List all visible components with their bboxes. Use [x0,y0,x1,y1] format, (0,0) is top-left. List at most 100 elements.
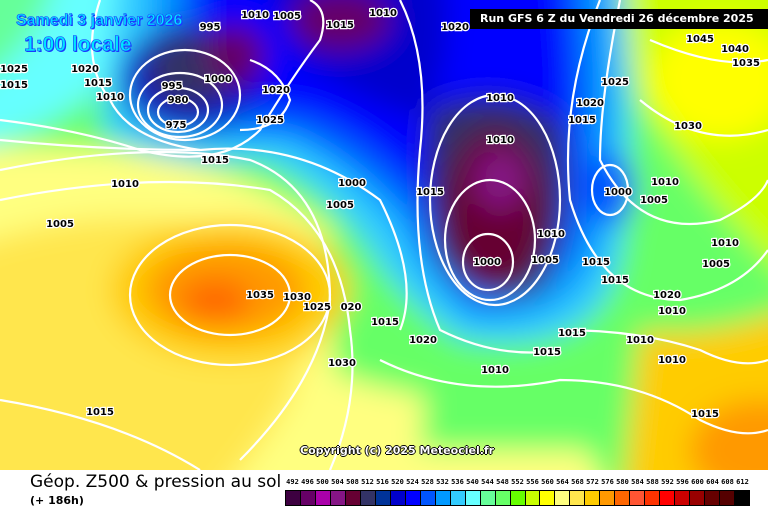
pressure-label: 1035 [732,58,760,69]
scale-swatch [375,491,391,505]
pressure-label: 1010 [658,306,686,317]
scale-swatch [645,491,661,505]
scale-swatch [540,491,556,505]
scale-swatch [525,491,541,505]
scale-label: 504 [331,478,344,486]
local-time: 1:00 locale [24,33,132,57]
pressure-label: 1030 [283,292,311,303]
scale-label: 528 [421,478,434,486]
pressure-label: 1015 [86,407,114,418]
scale-swatches [285,490,750,506]
scale-swatch [570,491,586,505]
scale-label: 532 [436,478,449,486]
scale-label: 512 [361,478,374,486]
pressure-label: 1025 [256,115,284,126]
scale-swatch [510,491,526,505]
valid-date: Samedi 3 janvier 2026 [16,12,183,30]
scale-swatch [390,491,406,505]
scale-swatch [720,491,736,505]
scale-label: 564 [556,478,569,486]
scale-swatch [495,491,511,505]
pressure-label: 1010 [369,8,397,19]
pressure-label: 1005 [531,255,559,266]
pressure-label: 1010 [658,355,686,366]
scale-label: 492 [286,478,299,486]
pressure-label: 1025 [601,77,629,88]
pressure-label: 1010 [711,238,739,249]
scale-swatch [480,491,496,505]
pressure-label: 975 [166,120,187,131]
pressure-label: 020 [341,302,362,313]
pressure-label: 1010 [486,135,514,146]
scale-swatch [705,491,721,505]
scale-swatch [405,491,421,505]
scale-label: 548 [496,478,509,486]
pressure-label: 1020 [653,290,681,301]
scale-swatch [330,491,346,505]
pressure-labels: 995 1010 1005 1015 1010 1020 1020 1015 1010 1000 9… [0,7,761,422]
scale-swatch [630,491,646,505]
pressure-label: 1000 [604,187,632,198]
pressure-label: 995 [162,81,183,92]
scale-swatch [585,491,601,505]
pressure-label: 1020 [576,98,604,109]
scale-swatch [660,491,676,505]
scale-labels: 492 496 500 504 508 512 516 520 524 528 532 536 540 5… [285,478,750,488]
pressure-label: 1000 [473,257,501,268]
scale-swatch [555,491,571,505]
pressure-label: 1005 [46,219,74,230]
isobars [0,0,768,470]
pressure-label: 1005 [640,195,668,206]
pressure-label: 1010 [111,179,139,190]
pressure-label: 1010 [651,177,679,188]
pressure-label: 1030 [674,121,702,132]
pressure-label: 1015 [201,155,229,166]
pressure-label: 1025 [0,64,28,75]
pressure-label: 1035 [246,290,274,301]
pressure-label: 1010 [626,335,654,346]
scale-label: 544 [481,478,494,486]
pressure-label: 1020 [71,64,99,75]
pressure-label: 1020 [262,85,290,96]
pressure-label: 1030 [328,358,356,369]
pressure-label: 1010 [241,10,269,21]
scale-label: 556 [526,478,539,486]
pressure-label: 1015 [691,409,719,420]
pressure-label: 1015 [601,275,629,286]
copyright-notice: Copyright (c) 2025 Meteociel.fr [300,444,495,457]
weather-map: 995 1010 1005 1015 1010 1020 1020 1015 1010 1000 9… [0,0,768,470]
scale-label: 520 [391,478,404,486]
scale-swatch [600,491,616,505]
pressure-label: 1000 [204,74,232,85]
scale-label: 596 [676,478,689,486]
pressure-label: 1015 [416,187,444,198]
pressure-label: 1020 [441,22,469,33]
pressure-label: 1015 [582,257,610,268]
scale-swatch [300,491,316,505]
scale-swatch [615,491,631,505]
scale-label: 508 [346,478,359,486]
pressure-label: 1000 [338,178,366,189]
pressure-label: 1025 [303,302,331,313]
scale-swatch [435,491,451,505]
pressure-label: 995 [200,22,221,33]
scale-label: 540 [466,478,479,486]
pressure-label: 1015 [84,78,112,89]
lead-time: (+ 186h) [30,494,84,507]
scale-label: 580 [616,478,629,486]
scale-swatch [420,491,436,505]
scale-label: 560 [541,478,554,486]
scale-label: 608 [721,478,734,486]
pressure-label: 1015 [0,80,28,91]
scale-swatch [675,491,691,505]
pressure-label: 1015 [568,115,596,126]
scale-label: 552 [511,478,524,486]
scale-swatch [286,491,301,505]
scale-label: 592 [661,478,674,486]
scale-label: 568 [571,478,584,486]
scale-swatch [360,491,376,505]
pressure-label: 1015 [533,347,561,358]
scale-swatch [345,491,361,505]
scale-label: 536 [451,478,464,486]
pressure-label: 1005 [326,200,354,211]
